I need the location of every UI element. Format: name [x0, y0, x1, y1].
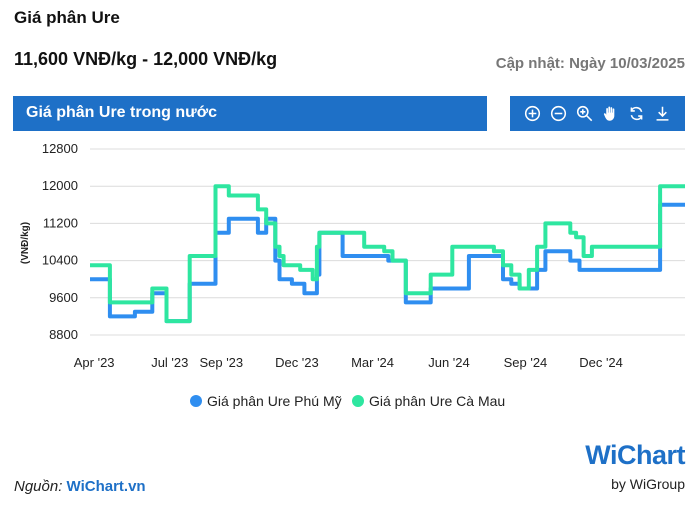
y-tick-label: 12000 [42, 178, 78, 193]
y-tick-label: 8800 [49, 327, 78, 342]
pan-hand-icon[interactable] [600, 103, 621, 124]
logo-text: WiChart [585, 440, 685, 470]
legend-label[interactable]: Giá phân Ure Phú Mỹ [207, 393, 342, 409]
x-tick-label: Dec '23 [275, 355, 319, 370]
price-line-chart: 8800 9600 10400 11200 12000 12800 Apr '23 Jul … [20, 141, 685, 409]
legend-label[interactable]: Giá phân Ure Cà Mau [369, 393, 505, 409]
chart-toolbar [510, 96, 685, 131]
x-tick-label: Sep '23 [199, 355, 243, 370]
y-axis-ticks: 8800 9600 10400 11200 12000 12800 [42, 141, 78, 342]
x-tick-label: Jun '24 [428, 355, 470, 370]
download-icon[interactable] [652, 103, 673, 124]
y-tick-label: 12800 [42, 141, 78, 156]
chart-legend[interactable]: Giá phân Ure Phú Mỹ Giá phân Ure Cà Mau [190, 393, 505, 409]
magnify-icon[interactable] [574, 103, 595, 124]
x-tick-label: Mar '24 [351, 355, 394, 370]
y-tick-label: 10400 [42, 253, 78, 268]
y-tick-label: 11200 [43, 215, 78, 230]
chart-grid [90, 148, 685, 336]
x-tick-label: Jul '23 [151, 355, 188, 370]
logo-sub: by WiGroup [611, 476, 685, 492]
reset-icon[interactable] [626, 103, 647, 124]
source-label: Nguồn: [14, 478, 63, 495]
y-axis-label: (VNĐ/kg) [20, 222, 31, 264]
chart-panel-title: Giá phân Ure trong nước [13, 96, 487, 131]
series-line-1 [90, 184, 685, 324]
legend-marker[interactable] [352, 395, 364, 407]
x-axis-ticks: Apr '23 Jul '23 Sep '23 Dec '23 Mar '24 Jun '… [74, 355, 623, 370]
source-link[interactable]: WiChart.vn [66, 478, 146, 495]
updated-date: Cập nhật: Ngày 10/03/2025 [495, 55, 685, 72]
x-tick-label: Sep '24 [504, 355, 548, 370]
x-tick-label: Apr '23 [74, 355, 115, 370]
series-line-0 [90, 202, 685, 324]
chart-series [90, 184, 685, 324]
x-tick-label: Dec '24 [579, 355, 623, 370]
source-note: Nguồn: WiChart.vn [14, 478, 146, 495]
price-range: 11,600 VNĐ/kg - 12,000 VNĐ/kg [14, 49, 278, 69]
zoom-in-icon[interactable] [522, 103, 543, 124]
y-tick-label: 9600 [49, 290, 78, 305]
wichart-logo: WiChart by WiGroup [575, 440, 685, 495]
page-title: Giá phân Ure [14, 8, 120, 27]
zoom-out-icon[interactable] [548, 103, 569, 124]
legend-marker[interactable] [190, 395, 202, 407]
